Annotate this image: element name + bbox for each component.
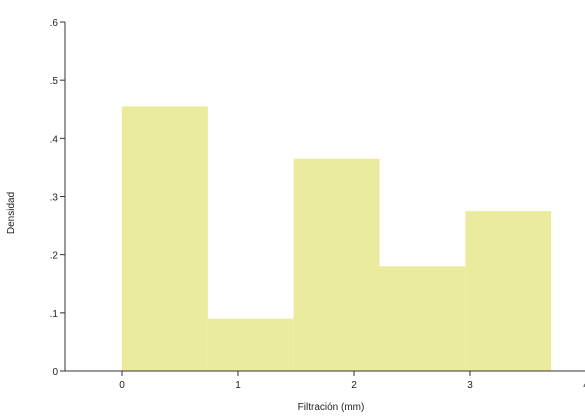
y-tick-label-0: 0 bbox=[52, 367, 58, 378]
x-tick-label-2: 2 bbox=[351, 380, 357, 391]
histogram-bar-2 bbox=[207, 318, 294, 371]
y-tick-label-4: .4 bbox=[50, 134, 59, 145]
histogram-bar-5 bbox=[465, 211, 552, 371]
x-tick-label-0: 0 bbox=[119, 380, 125, 391]
y-tick-label-2: .2 bbox=[50, 251, 59, 262]
x-tick-label-4: 4 bbox=[583, 380, 585, 391]
y-tick-label-3: .3 bbox=[50, 193, 59, 204]
y-tick-label-1: .1 bbox=[50, 309, 59, 320]
x-tick-label-3: 3 bbox=[467, 380, 473, 391]
histogram-bar-3 bbox=[293, 158, 380, 371]
histogram-bar-4 bbox=[379, 266, 466, 371]
x-axis-label: Filtración (mm) bbox=[298, 402, 365, 413]
y-tick-label-5: .5 bbox=[50, 76, 59, 87]
y-axis-label: Densidad bbox=[6, 192, 17, 234]
bars-group bbox=[122, 106, 552, 371]
histogram-bar-1 bbox=[122, 106, 208, 371]
x-tick-label-1: 1 bbox=[235, 380, 241, 391]
y-tick-label-6: .6 bbox=[50, 18, 59, 29]
y-ticks-group: 0 .1 .2 .3 .4 .5 .6 bbox=[50, 18, 65, 378]
x-ticks-group: 0 1 2 3 4 bbox=[119, 371, 585, 391]
